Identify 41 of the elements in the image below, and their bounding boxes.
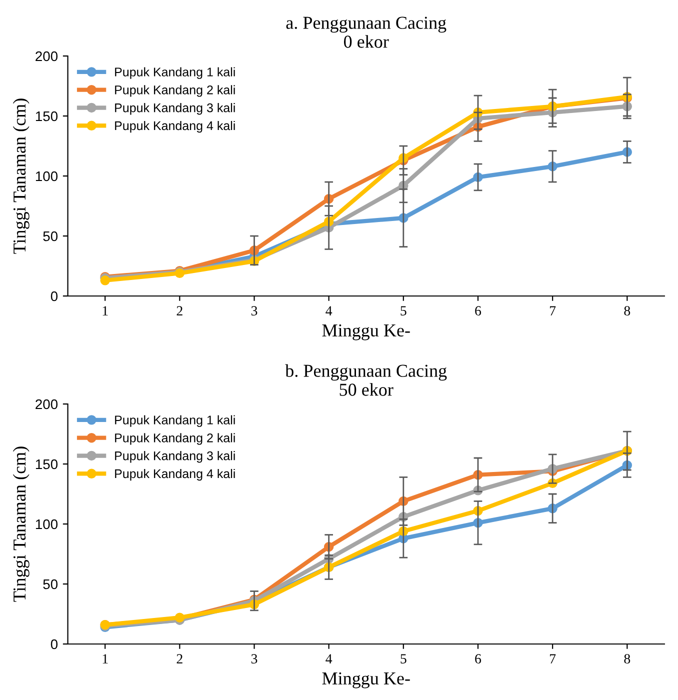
x-axis-title: Minggu Ke-: [322, 672, 410, 688]
y-tick-label: 150: [36, 111, 58, 122]
x-tick-label: 6: [475, 306, 482, 316]
x-tick-label: 3: [251, 654, 258, 664]
y-tick-label: 200: [36, 399, 58, 410]
y-tick-label: 150: [36, 459, 58, 470]
legend-label: Pupuk Kandang 1 kali: [115, 67, 235, 79]
y-tick-label: 100: [36, 519, 58, 530]
y-tick-label: 100: [36, 171, 58, 182]
legend-label: Pupuk Kandang 3 kali: [115, 451, 235, 463]
x-tick-label: 4: [326, 306, 332, 316]
chart-title: a. Penggunaan Cacing 0 ekor: [286, 16, 446, 48]
y-tick-label: 0: [50, 291, 58, 302]
x-tick-label: 7: [550, 654, 556, 664]
chart-title: b. Penggunaan Cacing 50 ekor: [285, 364, 447, 396]
y-axis-title: Tinggi Tanaman (cm): [12, 446, 30, 602]
x-tick-label: 8: [624, 654, 630, 664]
legend-label: Pupuk Kandang 2 kali: [115, 85, 235, 97]
legend-label: Pupuk Kandang 3 kali: [115, 103, 235, 115]
y-tick-label: 50: [43, 579, 58, 590]
y-tick-label: 50: [43, 231, 58, 242]
legend-label: Pupuk Kandang 4 kali: [115, 468, 235, 481]
x-tick-label: 2: [176, 306, 182, 316]
x-tick-label: 1: [102, 306, 108, 316]
x-tick-label: 5: [400, 306, 406, 316]
x-tick-label: 2: [176, 654, 182, 664]
x-tick-label: 6: [475, 654, 482, 664]
legend-label: Pupuk Kandang 4 kali: [115, 120, 235, 133]
x-tick-label: 7: [550, 306, 556, 316]
legend-label: Pupuk Kandang 1 kali: [115, 415, 235, 427]
legend-label: Pupuk Kandang 2 kali: [115, 433, 235, 445]
y-tick-label: 200: [36, 51, 58, 62]
x-tick-label: 4: [326, 654, 332, 664]
point: [100, 276, 110, 286]
x-tick-label: 3: [251, 306, 258, 316]
x-tick-label: 8: [624, 306, 630, 316]
x-axis-title: Minggu Ke-: [322, 324, 410, 340]
x-tick-label: 5: [400, 654, 406, 664]
y-tick-label: 0: [50, 639, 58, 650]
x-tick-label: 1: [102, 654, 108, 664]
y-axis-title: Tinggi Tanaman (cm): [12, 98, 30, 254]
